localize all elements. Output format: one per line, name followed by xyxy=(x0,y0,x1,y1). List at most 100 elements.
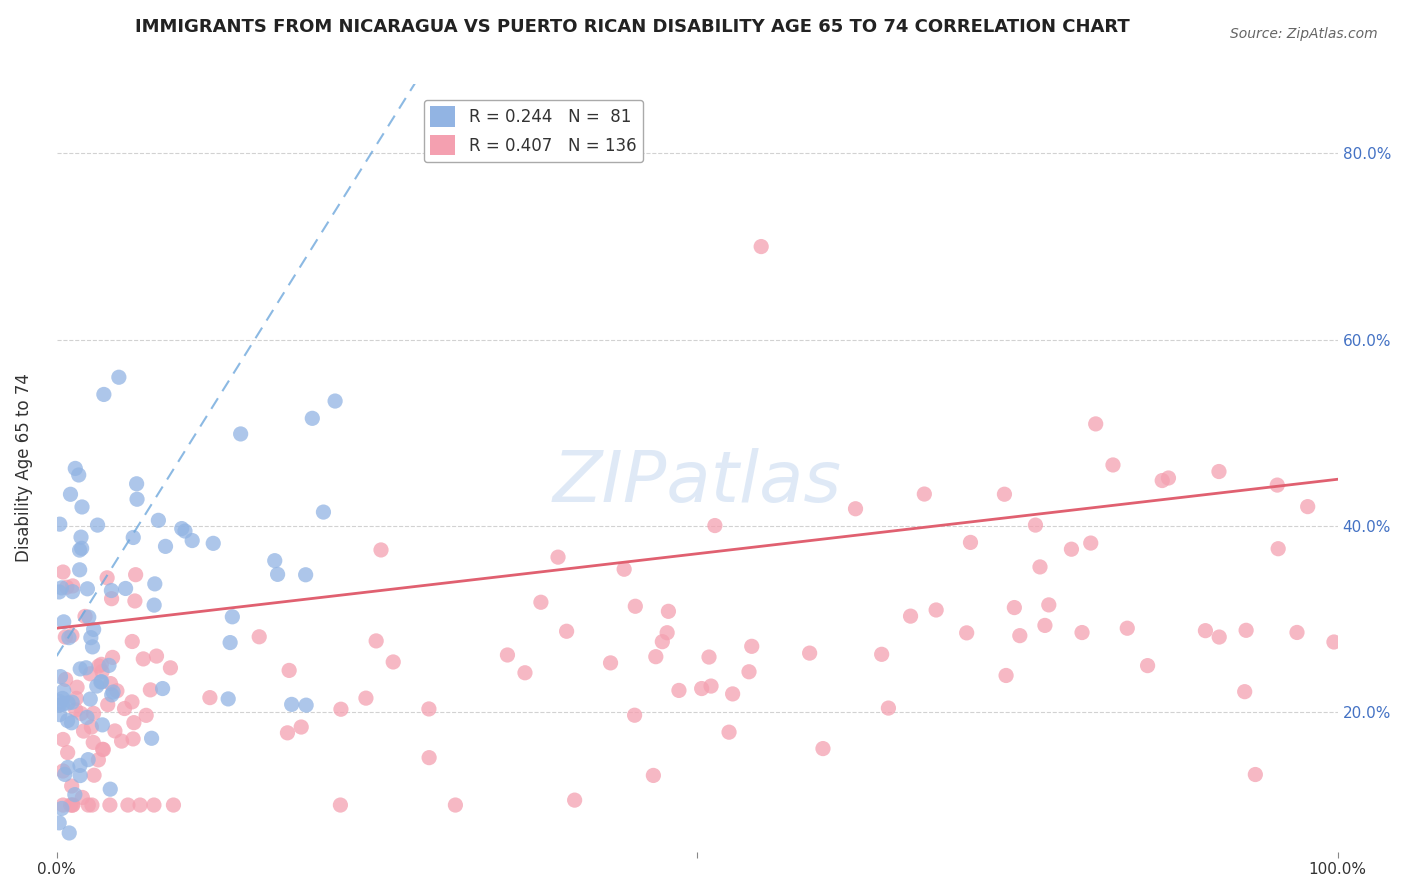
Point xyxy=(49,670,72,684)
Point xyxy=(1033,618,1056,632)
Point xyxy=(77,610,100,624)
Point xyxy=(122,731,145,746)
Y-axis label: Disability Age 65 to 74: Disability Age 65 to 74 xyxy=(15,373,32,562)
Point xyxy=(912,487,935,501)
Point xyxy=(143,577,166,591)
Point xyxy=(513,665,536,680)
Point xyxy=(51,698,73,712)
Point xyxy=(564,793,586,807)
Point xyxy=(56,760,79,774)
Point xyxy=(90,657,112,672)
Point xyxy=(79,666,101,681)
Point xyxy=(101,650,124,665)
Point xyxy=(56,746,79,760)
Point xyxy=(721,687,744,701)
Point xyxy=(266,567,288,582)
Point xyxy=(82,735,104,749)
Point xyxy=(98,798,121,813)
Point xyxy=(67,467,90,482)
Point xyxy=(644,649,666,664)
Point xyxy=(844,501,866,516)
Point xyxy=(48,585,70,599)
Point xyxy=(100,688,122,702)
Point xyxy=(65,703,87,717)
Point xyxy=(100,583,122,598)
Point xyxy=(69,543,91,558)
Point xyxy=(263,554,285,568)
Point xyxy=(65,461,87,475)
Point xyxy=(90,675,112,690)
Point xyxy=(198,690,221,705)
Point xyxy=(124,594,146,608)
Point xyxy=(956,625,979,640)
Point xyxy=(329,798,352,813)
Point xyxy=(87,659,110,673)
Point xyxy=(1208,465,1230,479)
Point xyxy=(1071,625,1094,640)
Point xyxy=(323,394,346,409)
Point xyxy=(202,536,225,550)
Point xyxy=(108,370,131,384)
Point xyxy=(124,567,146,582)
Point xyxy=(1323,635,1346,649)
Point xyxy=(139,682,162,697)
Point xyxy=(143,598,166,612)
Point xyxy=(104,723,127,738)
Point xyxy=(60,779,83,793)
Point xyxy=(1296,500,1319,514)
Point xyxy=(72,790,94,805)
Point xyxy=(613,562,636,576)
Point xyxy=(555,624,578,639)
Point xyxy=(70,541,93,556)
Point xyxy=(62,798,84,813)
Point xyxy=(1208,630,1230,644)
Point xyxy=(121,634,143,648)
Point xyxy=(418,702,440,716)
Point xyxy=(1084,417,1107,431)
Point xyxy=(301,411,323,425)
Point xyxy=(105,683,128,698)
Point xyxy=(80,631,103,645)
Point xyxy=(83,768,105,782)
Point xyxy=(114,582,136,596)
Point xyxy=(159,661,181,675)
Point xyxy=(91,665,114,679)
Point xyxy=(52,764,75,778)
Point xyxy=(66,680,89,694)
Point xyxy=(90,674,112,689)
Point xyxy=(1267,541,1289,556)
Point xyxy=(142,798,165,813)
Point xyxy=(993,487,1015,501)
Point xyxy=(76,710,98,724)
Point xyxy=(91,742,114,756)
Point xyxy=(1234,624,1257,638)
Point xyxy=(101,685,124,699)
Point xyxy=(56,714,79,728)
Text: IMMIGRANTS FROM NICARAGUA VS PUERTO RICAN DISABILITY AGE 65 TO 74 CORRELATION CH: IMMIGRANTS FROM NICARAGUA VS PUERTO RICA… xyxy=(135,18,1130,36)
Point xyxy=(811,741,834,756)
Point xyxy=(98,782,121,797)
Point xyxy=(69,768,91,782)
Point xyxy=(100,676,122,690)
Point xyxy=(870,648,893,662)
Point xyxy=(718,725,741,739)
Point xyxy=(52,732,75,747)
Legend: R = 0.244   N =  81, R = 0.407   N = 136: R = 0.244 N = 81, R = 0.407 N = 136 xyxy=(423,100,643,162)
Point xyxy=(73,609,96,624)
Point xyxy=(52,683,75,698)
Point xyxy=(221,609,243,624)
Point xyxy=(125,492,148,507)
Point xyxy=(530,595,553,609)
Point xyxy=(312,505,335,519)
Point xyxy=(1029,560,1052,574)
Point xyxy=(132,652,155,666)
Point xyxy=(170,522,193,536)
Point xyxy=(86,518,108,533)
Point xyxy=(496,648,519,662)
Point xyxy=(1024,518,1046,533)
Point xyxy=(643,768,665,782)
Point xyxy=(624,599,647,614)
Point xyxy=(657,604,679,618)
Point xyxy=(70,706,93,721)
Point xyxy=(1008,629,1031,643)
